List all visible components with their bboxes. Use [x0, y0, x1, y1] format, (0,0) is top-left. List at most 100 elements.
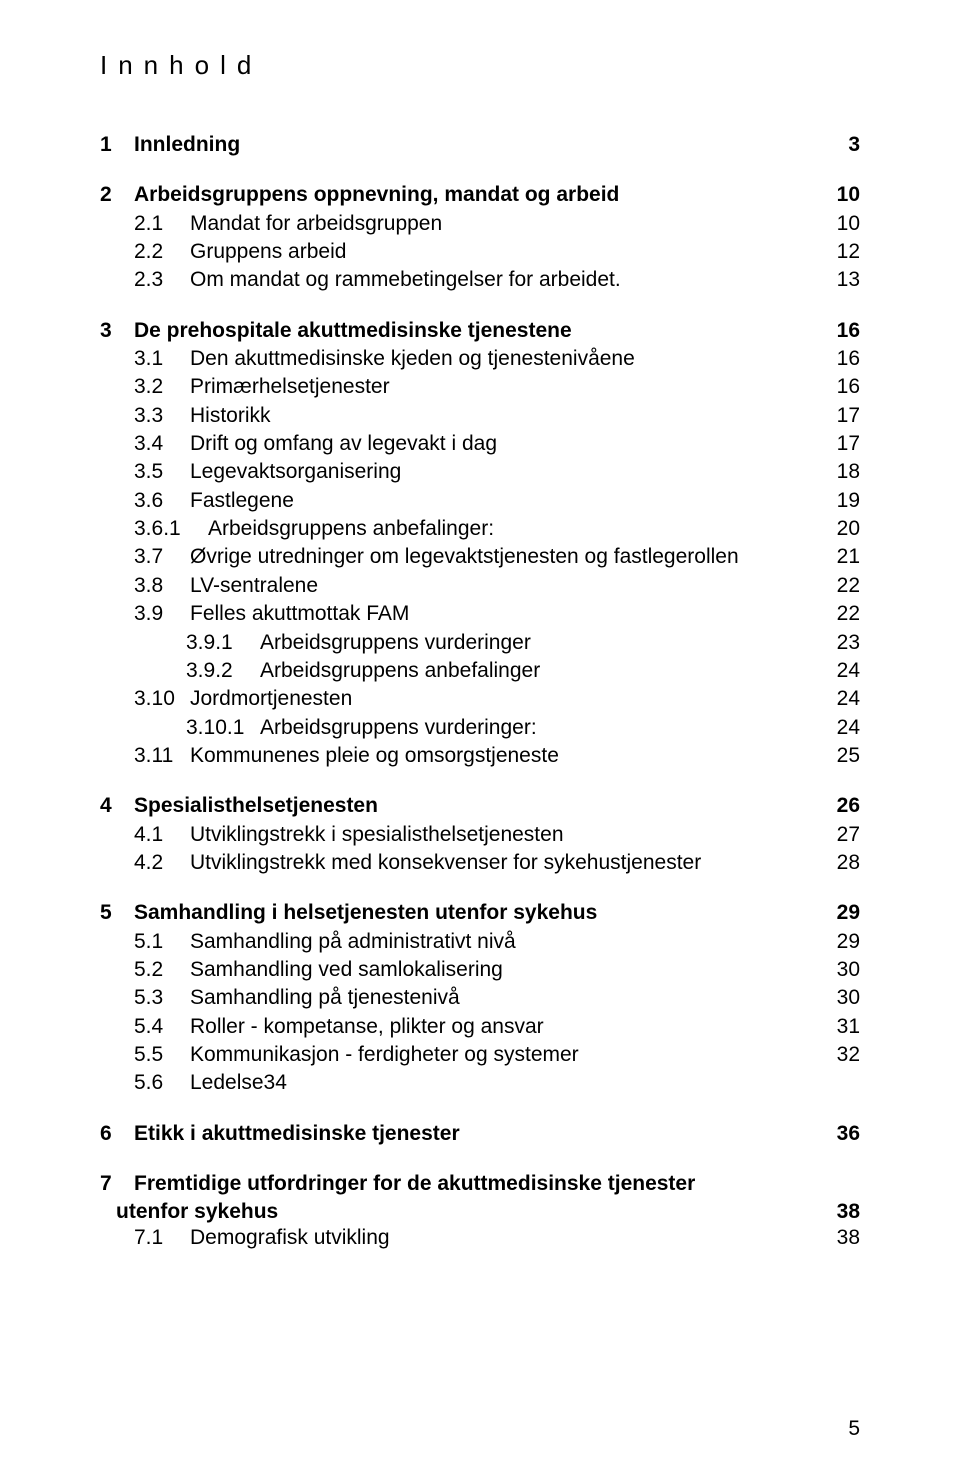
toc-label: Kommunenes pleie og omsorgstjeneste: [190, 742, 837, 770]
toc-label: Samhandling på tjenestenivå: [190, 984, 837, 1012]
toc-page: 38: [837, 1224, 860, 1252]
toc-label: Spesialisthelsetjenesten: [134, 792, 837, 820]
toc-row: 3.7Øvrige utredninger om legevaktstjenes…: [100, 543, 860, 571]
toc-section-number: 7.1: [134, 1224, 190, 1252]
toc-section-number: 4.1: [134, 821, 190, 849]
toc-page: 32: [837, 1041, 860, 1069]
toc-chapter-number: 6: [100, 1120, 134, 1148]
toc-row: 5.1Samhandling på administrativt nivå29: [100, 928, 860, 956]
toc-row: 3.1Den akuttmedisinske kjeden og tjenest…: [100, 345, 860, 373]
toc-page: 13: [837, 266, 860, 294]
toc-label: Demografisk utvikling: [190, 1224, 837, 1252]
toc-page: 29: [837, 899, 860, 927]
toc-label: Fastlegene: [190, 487, 837, 515]
toc-subsection-number: 3.9.2: [186, 657, 260, 685]
toc-chapter-number: 2: [100, 181, 134, 209]
toc-row: 4.2Utviklingstrekk med konsekvenser for …: [100, 849, 860, 877]
toc-label: LV-sentralene: [190, 572, 837, 600]
toc-section-number: 5.2: [134, 956, 190, 984]
toc-page: 12: [837, 238, 860, 266]
toc-tail: 7.1Demografisk utvikling38: [100, 1224, 860, 1252]
toc-continuation-label: utenfor sykehus: [116, 1200, 837, 1224]
toc-chapter-number: 1: [100, 131, 134, 159]
toc-page: 17: [837, 430, 860, 458]
toc-page: 18: [837, 458, 860, 486]
toc-label: Ledelse34: [190, 1069, 860, 1097]
toc-label: Arbeidsgruppens anbefalinger: [260, 657, 837, 685]
toc-row: 2.3Om mandat og rammebetingelser for arb…: [100, 266, 860, 294]
toc-label: Kommunikasjon - ferdigheter og systemer: [190, 1041, 837, 1069]
toc-label: Legevaktsorganisering: [190, 458, 837, 486]
toc-row: 3.5Legevaktsorganisering18: [100, 458, 860, 486]
toc-section-number: 5.4: [134, 1013, 190, 1041]
toc-row: 3.9.2Arbeidsgruppens anbefalinger24: [100, 657, 860, 685]
toc-row: 3.10Jordmortjenesten24: [100, 685, 860, 713]
toc-section-number: 2.3: [134, 266, 190, 294]
toc-section-number: 3.8: [134, 572, 190, 600]
toc-subsection-number: 3.6.1: [134, 515, 208, 543]
toc-continuation-line: utenfor sykehus 38: [100, 1200, 860, 1224]
toc-row: 3.6.1Arbeidsgruppens anbefalinger:20: [100, 515, 860, 543]
toc-row: 6Etikk i akuttmedisinske tjenester36: [100, 1120, 860, 1148]
page-number: 5: [848, 1417, 860, 1441]
toc-row: 5Samhandling i helsetjenesten utenfor sy…: [100, 899, 860, 927]
toc-page: 19: [837, 487, 860, 515]
toc-continuation-page: 38: [837, 1200, 860, 1224]
toc-section-number: 3.10: [134, 685, 190, 713]
toc-row: 2Arbeidsgruppens oppnevning, mandat og a…: [100, 181, 860, 209]
toc-page: 22: [837, 600, 860, 628]
toc-page: 17: [837, 402, 860, 430]
toc-row: 3.11Kommunenes pleie og omsorgstjeneste2…: [100, 742, 860, 770]
page: Innhold 1Innledning32Arbeidsgruppens opp…: [0, 0, 960, 1471]
toc-row: 3.4Drift og omfang av legevakt i dag17: [100, 430, 860, 458]
toc-row: 3.3Historikk17: [100, 402, 860, 430]
toc-label: Roller - kompetanse, plikter og ansvar: [190, 1013, 837, 1041]
toc-row: 1Innledning3: [100, 131, 860, 159]
toc-page: 22: [837, 572, 860, 600]
toc-chapter-number: 4: [100, 792, 134, 820]
toc-row: 5.2Samhandling ved samlokalisering30: [100, 956, 860, 984]
toc-section-number: 2.2: [134, 238, 190, 266]
toc-label: Jordmortjenesten: [190, 685, 837, 713]
toc-row: 4Spesialisthelsetjenesten26: [100, 792, 860, 820]
toc-section-number: 5.5: [134, 1041, 190, 1069]
toc-label: Arbeidsgruppens oppnevning, mandat og ar…: [134, 181, 837, 209]
toc-section-number: 3.5: [134, 458, 190, 486]
toc-page: 27: [837, 821, 860, 849]
toc-label: Fremtidige utfordringer for de akuttmedi…: [134, 1170, 860, 1198]
toc-page: 20: [837, 515, 860, 543]
toc-chapter-number: 3: [100, 317, 134, 345]
toc-label: Innledning: [134, 131, 848, 159]
toc-section-number: 3.7: [134, 543, 190, 571]
toc-label: Øvrige utredninger om legevaktstjenesten…: [190, 543, 837, 571]
toc-page: 24: [837, 657, 860, 685]
toc-page: 10: [837, 181, 860, 209]
toc-row: 5.4Roller - kompetanse, plikter og ansva…: [100, 1013, 860, 1041]
toc-page: 21: [837, 543, 860, 571]
toc-label: Utviklingstrekk med konsekvenser for syk…: [190, 849, 837, 877]
toc-row: 3.10.1Arbeidsgruppens vurderinger:24: [100, 714, 860, 742]
toc-page: 16: [837, 345, 860, 373]
toc-section-number: 5.1: [134, 928, 190, 956]
toc-page: 26: [837, 792, 860, 820]
toc-section-number: 2.1: [134, 210, 190, 238]
toc-list: 1Innledning32Arbeidsgruppens oppnevning,…: [100, 131, 860, 1198]
toc-chapter-number: 7: [100, 1170, 134, 1198]
toc-row: 3.8LV-sentralene22: [100, 572, 860, 600]
toc-label: Primærhelsetjenester: [190, 373, 837, 401]
toc-row: 2.2Gruppens arbeid12: [100, 238, 860, 266]
toc-label: Samhandling på administrativt nivå: [190, 928, 837, 956]
toc-page: 24: [837, 685, 860, 713]
toc-page: 29: [837, 928, 860, 956]
toc-row: 3.2Primærhelsetjenester16: [100, 373, 860, 401]
toc-row: 2.1Mandat for arbeidsgruppen10: [100, 210, 860, 238]
toc-section-number: 3.11: [134, 742, 190, 770]
toc-page: 3: [848, 131, 860, 159]
toc-page: 30: [837, 984, 860, 1012]
toc-row: 5.3Samhandling på tjenestenivå30: [100, 984, 860, 1012]
toc-chapter-number: 5: [100, 899, 134, 927]
toc-label: Arbeidsgruppens anbefalinger:: [208, 515, 837, 543]
toc-page: 10: [837, 210, 860, 238]
toc-row: 3.9Felles akuttmottak FAM22: [100, 600, 860, 628]
toc-label: Felles akuttmottak FAM: [190, 600, 837, 628]
